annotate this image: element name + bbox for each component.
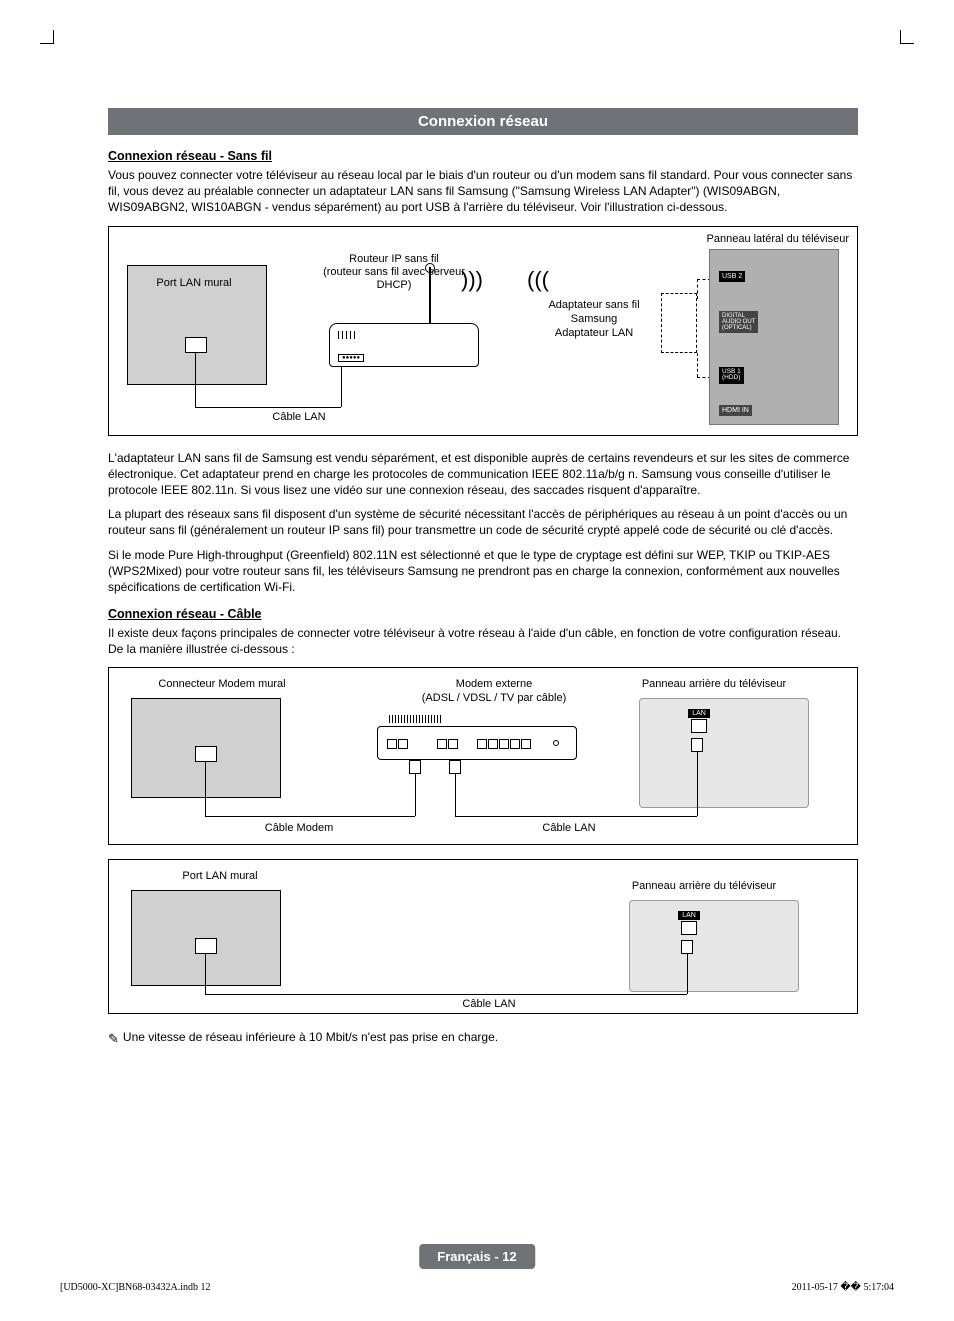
diagram-wired-direct: Port LAN mural Panneau arrière du télévi… <box>108 859 858 1014</box>
d2-modem-ports-left <box>387 738 409 752</box>
d3-tv-plug-icon <box>681 940 693 954</box>
d2-tv-plug-icon <box>691 738 703 752</box>
d3-lan-port-label: LAN <box>678 911 700 920</box>
d2-plug-left-icon <box>409 760 421 774</box>
wired-para-1: Il existe deux façons principales de con… <box>108 625 858 657</box>
router-icon: ●●●●● <box>329 323 479 367</box>
d3-tv-back-icon <box>629 900 799 992</box>
port-usb1: USB 1 (HDD) <box>719 367 744 384</box>
d2-lan-port-label: LAN <box>688 709 710 718</box>
note-icon: ✎ <box>108 1031 119 1046</box>
d2-lan-port-icon: LAN <box>683 704 715 733</box>
wireless-subtitle: Connexion réseau - Sans fil <box>108 149 858 163</box>
adapter-label-1: Adaptateur sans fil <box>529 299 659 312</box>
wireless-para-1: Vous pouvez connecter votre téléviseur a… <box>108 167 858 216</box>
port-hdmi: HDMI IN <box>719 405 752 416</box>
wall-jack-icon <box>185 337 207 353</box>
wave-out-icon: ))) <box>461 267 483 293</box>
crop-mark-tr <box>900 30 914 44</box>
adapter-dashbox-icon <box>661 293 697 353</box>
page-number-badge: Français - 12 <box>419 1244 535 1269</box>
section-header: Connexion réseau <box>108 108 858 135</box>
d2-wall-label: Connecteur Modem mural <box>137 678 307 691</box>
d2-modem-cable-label: Câble Modem <box>229 822 369 835</box>
d2-modem-label-2: (ADSL / VDSL / TV par câble) <box>389 692 599 705</box>
port-optical: DIGITAL AUDIO OUT (OPTICAL) <box>719 311 758 333</box>
d3-lan-port-icon: LAN <box>673 906 705 935</box>
footer-left: [UD5000-XC]BN68-03432A.indb 12 <box>60 1282 211 1293</box>
d2-modem-ports-mid <box>437 738 459 752</box>
note-text: Une vitesse de réseau inférieure à 10 Mb… <box>123 1030 498 1044</box>
diagram-wired-modem: Connecteur Modem mural Modem externe (AD… <box>108 667 858 845</box>
d2-modem-ports-right <box>477 738 532 752</box>
d2-tvpanel-label: Panneau arrière du téléviseur <box>609 678 819 691</box>
d2-wall-jack-icon <box>195 746 217 762</box>
d2-lan-cable-label: Câble LAN <box>509 822 629 835</box>
wall-port-label: Port LAN mural <box>139 277 249 290</box>
diagram-wireless: Panneau latéral du téléviseur Port LAN m… <box>108 226 858 436</box>
port-usb2: USB 2 <box>719 271 745 282</box>
router-antenna-icon <box>429 267 431 323</box>
lan-cable-label-1: Câble LAN <box>239 411 359 424</box>
d3-wall-jack-icon <box>195 938 217 954</box>
footer-right: 2011-05-17 �� 5:17:04 <box>792 1282 894 1293</box>
crop-mark-tl <box>40 30 54 44</box>
router-label: Routeur IP sans fil (routeur sans fil av… <box>309 253 479 293</box>
wireless-para-3: La plupart des réseaux sans fil disposen… <box>108 506 858 538</box>
note-line: ✎ Une vitesse de réseau inférieure à 10 M… <box>108 1028 858 1046</box>
wireless-para-4: Si le mode Pure High-throughput (Greenfi… <box>108 547 858 596</box>
d3-lan-cable-label: Câble LAN <box>429 998 549 1011</box>
adapter-label-3: Adaptateur LAN <box>529 327 659 340</box>
tv-side-panel-label: Panneau latéral du téléviseur <box>649 233 849 246</box>
wave-in-icon: ((( <box>527 267 549 293</box>
page-content: Connexion réseau Connexion réseau - Sans… <box>108 108 858 1054</box>
d3-tvpanel-label: Panneau arrière du téléviseur <box>599 880 809 893</box>
d2-plug-right-icon <box>449 760 461 774</box>
adapter-label-2: Samsung <box>529 313 659 326</box>
d2-modem-label-1: Modem externe <box>389 678 599 691</box>
wired-subtitle: Connexion réseau - Câble <box>108 607 858 621</box>
router-antenna-tip-icon <box>425 263 435 273</box>
d2-modem-vents-icon <box>389 712 443 726</box>
d2-tv-back-icon <box>639 698 809 808</box>
d3-wall-label: Port LAN mural <box>145 870 295 883</box>
wireless-para-2: L'adaptateur LAN sans fil de Samsung est… <box>108 450 858 499</box>
